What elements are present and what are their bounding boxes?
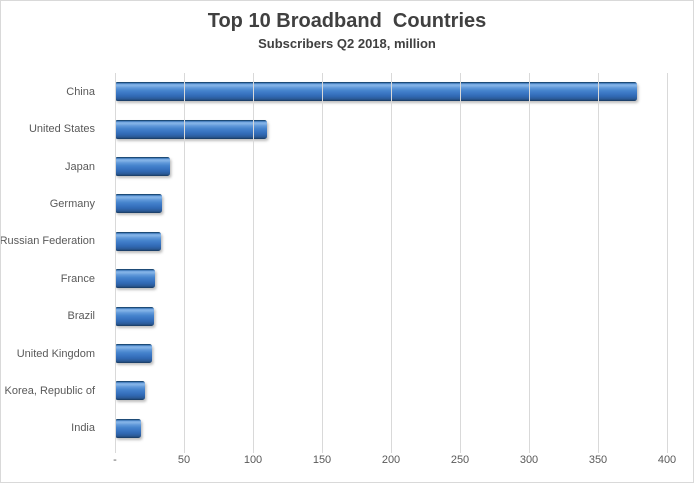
bar-row: [115, 185, 667, 222]
gridline: [253, 73, 254, 453]
chart-subtitle: Subscribers Q2 2018, million: [258, 36, 436, 51]
gridline: [184, 73, 185, 453]
gridline: [598, 73, 599, 453]
gridline: [529, 73, 530, 453]
bar-row: [115, 110, 667, 147]
value-axis-labels: - 50 100 150 200 250 300 350 400: [113, 454, 676, 472]
value-tick-label: 200: [381, 454, 401, 466]
category-label: China: [66, 85, 95, 98]
gridline: [460, 73, 461, 453]
value-tick-label: 350: [588, 454, 608, 466]
bar-row: [115, 223, 667, 260]
value-tick-label: 50: [177, 454, 191, 466]
gridline: [322, 73, 323, 453]
bar-series: [115, 73, 667, 447]
value-tick-label: 300: [519, 454, 539, 466]
category-label: United Kingdom: [16, 347, 95, 360]
value-tick-label: 250: [450, 454, 470, 466]
category-label: United States: [28, 123, 95, 136]
value-tick-label: 150: [312, 454, 332, 466]
bar-row: [115, 73, 667, 110]
bar-japan: [115, 157, 171, 177]
bar-india: [115, 418, 142, 438]
bar-china: [115, 82, 637, 102]
bar-korea-republic-of: [115, 381, 146, 401]
bar-brazil: [115, 306, 154, 326]
gridline: [115, 73, 116, 453]
category-label: Germany: [49, 197, 95, 210]
bar-germany: [115, 194, 162, 214]
value-tick-label: 400: [657, 454, 677, 466]
plot-area: [115, 73, 668, 453]
gridline: [391, 73, 392, 453]
bar-row: [115, 372, 667, 409]
bar-russian-federation: [115, 231, 161, 251]
bar-united-kingdom: [115, 344, 153, 364]
category-label: Japan: [65, 160, 95, 173]
bar-row: [115, 335, 667, 372]
gridline: [667, 73, 668, 453]
category-label: Brazil: [67, 310, 95, 323]
category-label: Korea, Republic of: [4, 384, 96, 397]
category-label: France: [60, 272, 95, 285]
bar-row: [115, 260, 667, 297]
bar-united-states: [115, 119, 267, 139]
category-label: India: [71, 422, 95, 435]
value-tick-label: -: [113, 454, 117, 466]
bar-france: [115, 269, 156, 289]
chart-title: Top 10 Broadband Countries: [207, 10, 487, 32]
value-tick-label: 100: [243, 454, 263, 466]
bar-row: [115, 410, 667, 447]
category-label: Russian Federation: [0, 235, 95, 248]
category-axis-labels: China United States Japan Germany Russian Fe…: [1, 73, 105, 447]
bar-row: [115, 148, 667, 185]
bar-row: [115, 297, 667, 334]
